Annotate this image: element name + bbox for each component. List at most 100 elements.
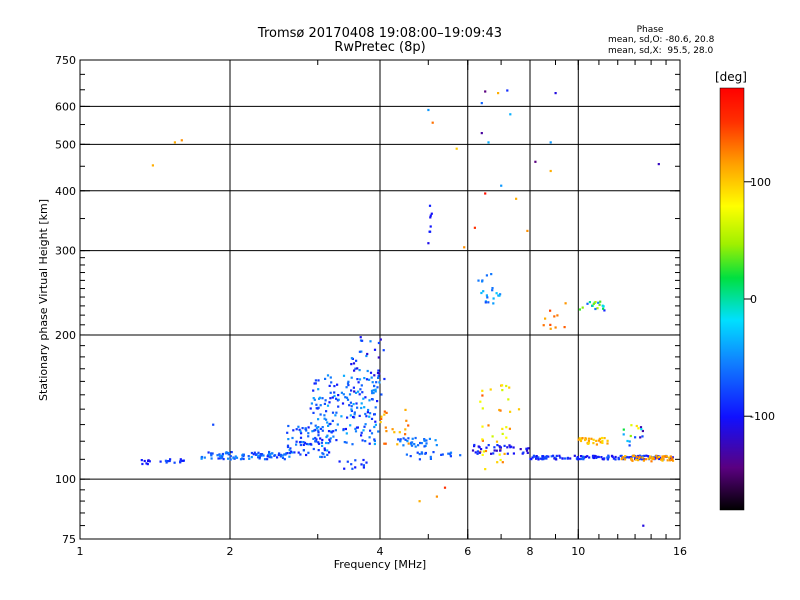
data-point bbox=[362, 397, 365, 400]
data-point bbox=[362, 464, 365, 467]
data-point bbox=[360, 350, 363, 353]
data-point bbox=[252, 453, 255, 456]
data-point bbox=[340, 391, 343, 394]
data-point bbox=[474, 451, 477, 454]
data-point bbox=[550, 455, 553, 458]
data-point bbox=[553, 457, 556, 460]
data-point bbox=[370, 417, 374, 420]
data-point bbox=[359, 388, 362, 391]
data-point bbox=[360, 402, 363, 405]
data-point bbox=[173, 141, 176, 144]
data-point bbox=[321, 444, 324, 447]
data-point bbox=[509, 113, 512, 116]
data-point bbox=[606, 439, 609, 442]
data-point bbox=[286, 445, 290, 449]
data-point bbox=[292, 429, 295, 432]
data-point bbox=[283, 458, 286, 461]
data-point bbox=[652, 457, 655, 460]
data-point bbox=[377, 430, 380, 433]
data-point bbox=[323, 449, 326, 452]
data-point bbox=[489, 388, 492, 391]
data-point bbox=[222, 458, 225, 461]
data-point bbox=[305, 429, 308, 432]
data-point bbox=[334, 414, 337, 417]
data-point bbox=[383, 410, 386, 413]
data-point bbox=[626, 439, 629, 443]
data-point bbox=[526, 451, 529, 454]
data-point bbox=[325, 441, 328, 445]
data-point bbox=[365, 354, 368, 358]
data-point bbox=[270, 456, 273, 459]
data-point bbox=[501, 389, 504, 392]
data-point bbox=[263, 458, 267, 461]
data-point bbox=[487, 444, 490, 447]
data-point bbox=[216, 454, 219, 457]
data-point bbox=[281, 454, 284, 457]
data-point bbox=[558, 454, 561, 457]
data-point bbox=[317, 442, 321, 445]
data-point bbox=[368, 399, 371, 402]
data-point bbox=[330, 381, 333, 384]
data-point bbox=[490, 452, 493, 455]
data-point bbox=[577, 458, 580, 461]
data-point bbox=[333, 391, 336, 394]
data-point bbox=[304, 427, 307, 430]
data-point bbox=[443, 486, 447, 489]
data-point bbox=[481, 438, 484, 441]
data-point bbox=[314, 436, 317, 440]
data-point bbox=[323, 455, 326, 458]
data-point bbox=[297, 425, 300, 428]
data-point bbox=[602, 307, 605, 310]
data-point bbox=[630, 457, 633, 460]
data-point bbox=[273, 454, 276, 457]
data-point bbox=[217, 457, 220, 460]
data-point bbox=[428, 204, 432, 207]
data-point bbox=[481, 389, 484, 392]
data-point bbox=[343, 441, 346, 444]
x-tick-label: 8 bbox=[527, 545, 534, 558]
data-point bbox=[656, 457, 659, 460]
data-point bbox=[354, 466, 357, 469]
data-point bbox=[501, 432, 504, 435]
data-point bbox=[508, 444, 511, 447]
data-point bbox=[534, 160, 537, 163]
data-point bbox=[372, 391, 375, 395]
data-point bbox=[484, 468, 487, 471]
data-point bbox=[358, 378, 362, 381]
data-point bbox=[314, 382, 317, 385]
data-point bbox=[642, 455, 645, 458]
data-point bbox=[286, 452, 289, 455]
x-tick-label: 10 bbox=[571, 545, 585, 558]
data-point bbox=[365, 461, 368, 464]
data-point bbox=[355, 402, 358, 405]
data-point bbox=[404, 428, 407, 431]
data-point bbox=[287, 424, 290, 428]
data-point bbox=[346, 382, 350, 385]
data-point bbox=[399, 440, 402, 443]
data-point bbox=[230, 451, 233, 454]
data-point bbox=[591, 454, 595, 457]
data-point bbox=[250, 456, 253, 459]
data-point bbox=[429, 216, 432, 219]
data-point bbox=[366, 411, 369, 414]
data-point bbox=[321, 438, 324, 442]
data-point bbox=[485, 294, 488, 297]
data-point bbox=[235, 456, 239, 459]
data-point bbox=[423, 438, 426, 442]
data-point bbox=[317, 429, 320, 432]
data-point bbox=[379, 421, 382, 424]
data-point bbox=[417, 444, 420, 447]
data-point bbox=[377, 374, 380, 378]
data-point bbox=[373, 374, 376, 377]
data-point bbox=[360, 384, 363, 387]
data-point bbox=[420, 442, 423, 445]
data-point bbox=[279, 453, 283, 456]
data-point bbox=[345, 441, 348, 444]
data-point bbox=[614, 458, 617, 461]
data-point bbox=[499, 409, 502, 412]
data-point bbox=[331, 419, 334, 422]
data-point bbox=[509, 410, 512, 413]
data-point bbox=[326, 453, 329, 456]
y-tick-label: 100 bbox=[55, 473, 76, 486]
data-point bbox=[498, 453, 501, 456]
